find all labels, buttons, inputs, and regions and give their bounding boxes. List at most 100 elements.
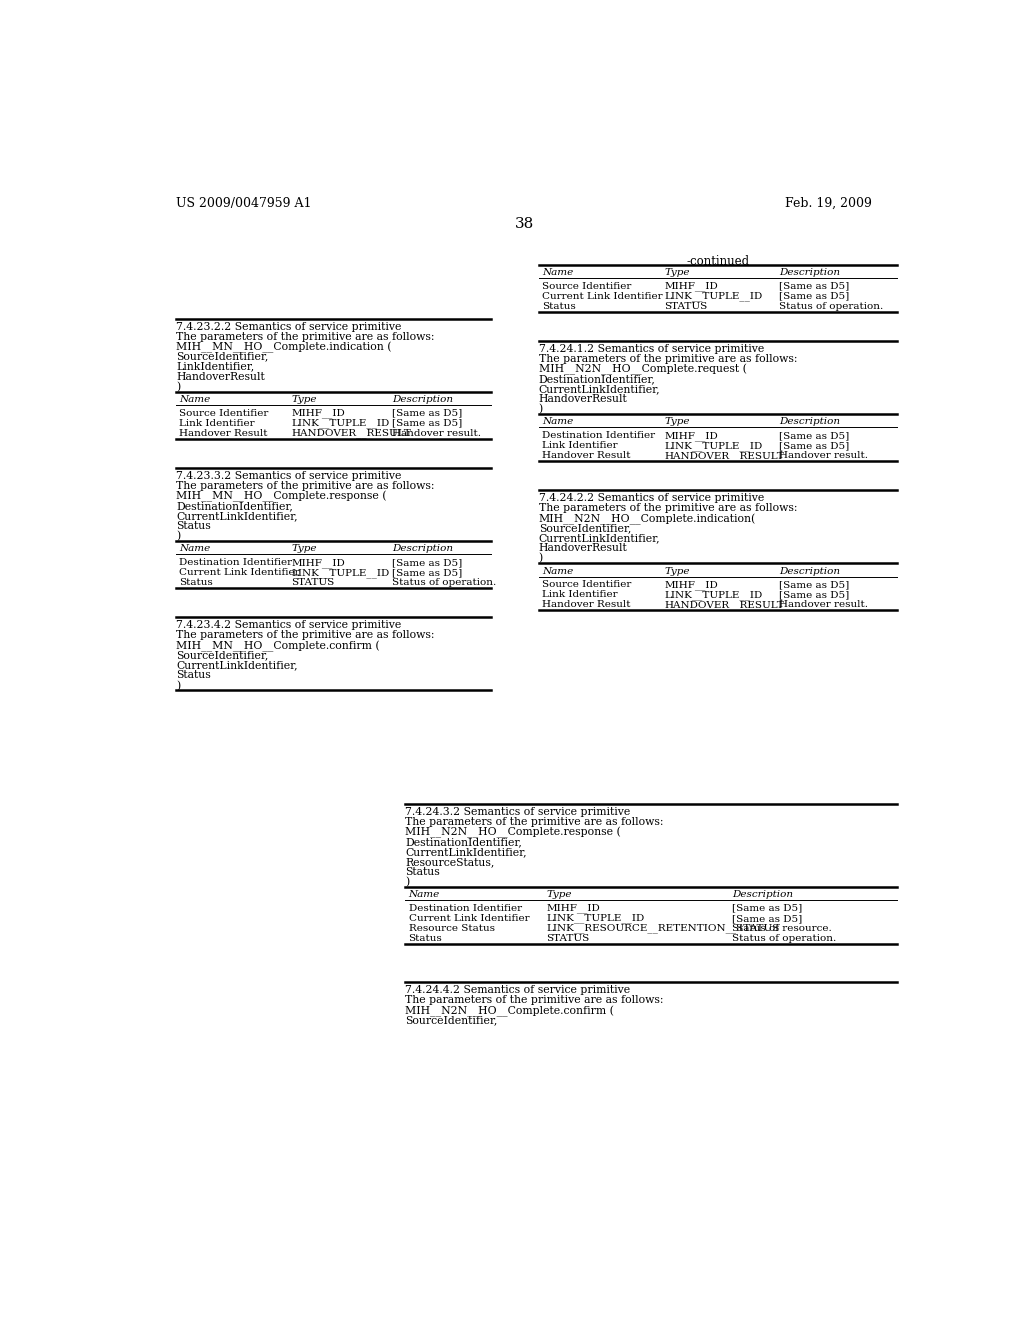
Text: MIHF__ID: MIHF__ID <box>292 558 345 568</box>
Text: LINK__TUPLE__ID: LINK__TUPLE__ID <box>665 590 763 601</box>
Text: Status of operation.: Status of operation. <box>392 578 497 587</box>
Text: The parameters of the primitive are as follows:: The parameters of the primitive are as f… <box>176 480 434 491</box>
Text: Status: Status <box>176 671 211 680</box>
Text: Handover result.: Handover result. <box>779 451 868 459</box>
Text: SourceIdentifier,: SourceIdentifier, <box>406 1015 498 1026</box>
Text: CurrentLinkIdentifier,: CurrentLinkIdentifier, <box>539 384 660 393</box>
Text: Status of resource.: Status of resource. <box>732 924 833 933</box>
Text: Destination Identifier: Destination Identifier <box>179 558 292 568</box>
Text: HandoverResult: HandoverResult <box>176 372 265 381</box>
Text: Status of operation.: Status of operation. <box>732 933 837 942</box>
Text: Handover Result: Handover Result <box>542 451 631 459</box>
Text: [Same as D5]: [Same as D5] <box>779 281 849 290</box>
Text: Name: Name <box>179 544 210 553</box>
Text: Description: Description <box>779 566 840 576</box>
Text: The parameters of the primitive are as follows:: The parameters of the primitive are as f… <box>539 354 798 364</box>
Text: HandoverResult: HandoverResult <box>539 544 628 553</box>
Text: Status: Status <box>179 578 213 587</box>
Text: ResourceStatus,: ResourceStatus, <box>406 857 495 867</box>
Text: 38: 38 <box>515 216 535 231</box>
Text: MIH__MN__HO__Complete.response (: MIH__MN__HO__Complete.response ( <box>176 491 387 503</box>
Text: Handover result.: Handover result. <box>392 429 481 438</box>
Text: [Same as D5]: [Same as D5] <box>392 568 463 577</box>
Text: ): ) <box>539 404 543 414</box>
Text: MIH__N2N__HO__Complete.request (: MIH__N2N__HO__Complete.request ( <box>539 364 746 375</box>
Text: Description: Description <box>392 395 454 404</box>
Text: Source Identifier: Source Identifier <box>542 281 631 290</box>
Text: CurrentLinkIdentifier,: CurrentLinkIdentifier, <box>539 533 660 544</box>
Text: DestinationIdentifier,: DestinationIdentifier, <box>176 502 293 511</box>
Text: Type: Type <box>665 566 690 576</box>
Text: MIH__MN__HO__Complete.confirm (: MIH__MN__HO__Complete.confirm ( <box>176 640 380 652</box>
Text: Type: Type <box>665 268 690 277</box>
Text: The parameters of the primitive are as follows:: The parameters of the primitive are as f… <box>176 631 434 640</box>
Text: Type: Type <box>292 544 317 553</box>
Text: US 2009/0047959 A1: US 2009/0047959 A1 <box>176 197 311 210</box>
Text: ): ) <box>406 876 410 887</box>
Text: 7.4.24.3.2 Semantics of service primitive: 7.4.24.3.2 Semantics of service primitiv… <box>406 807 631 817</box>
Text: Description: Description <box>392 544 454 553</box>
Text: LINK__TUPLE__ID: LINK__TUPLE__ID <box>665 441 763 450</box>
Text: MIHF__ID: MIHF__ID <box>665 430 718 441</box>
Text: SourceIdentifier,: SourceIdentifier, <box>539 524 631 533</box>
Text: Destination Identifier: Destination Identifier <box>409 904 521 912</box>
Text: The parameters of the primitive are as follows:: The parameters of the primitive are as f… <box>406 995 664 1006</box>
Text: MIH__N2N__HO__Complete.confirm (: MIH__N2N__HO__Complete.confirm ( <box>406 1006 614 1016</box>
Text: Handover result.: Handover result. <box>779 601 868 610</box>
Text: Current Link Identifier: Current Link Identifier <box>409 913 529 923</box>
Text: Feb. 19, 2009: Feb. 19, 2009 <box>785 197 872 210</box>
Text: 7.4.24.2.2 Semantics of service primitive: 7.4.24.2.2 Semantics of service primitiv… <box>539 494 764 503</box>
Text: The parameters of the primitive are as follows:: The parameters of the primitive are as f… <box>539 503 798 513</box>
Text: Name: Name <box>409 890 439 899</box>
Text: [Same as D5]: [Same as D5] <box>779 441 849 450</box>
Text: Current Link Identifier: Current Link Identifier <box>179 568 300 577</box>
Text: HandoverResult: HandoverResult <box>539 395 628 404</box>
Text: HANDOVER__RESULT: HANDOVER__RESULT <box>665 601 784 610</box>
Text: CurrentLinkIdentifier,: CurrentLinkIdentifier, <box>406 847 527 857</box>
Text: Source Identifier: Source Identifier <box>542 581 631 589</box>
Text: Source Identifier: Source Identifier <box>179 409 268 417</box>
Text: Name: Name <box>542 566 573 576</box>
Text: The parameters of the primitive are as follows:: The parameters of the primitive are as f… <box>406 817 664 826</box>
Text: LinkIdentifier,: LinkIdentifier, <box>176 362 254 372</box>
Text: [Same as D5]: [Same as D5] <box>392 409 463 417</box>
Text: LINK__TUPLE__ID: LINK__TUPLE__ID <box>665 292 763 301</box>
Text: [Same as D5]: [Same as D5] <box>732 904 803 912</box>
Text: 7.4.23.4.2 Semantics of service primitive: 7.4.23.4.2 Semantics of service primitiv… <box>176 620 401 631</box>
Text: ): ) <box>176 381 180 392</box>
Text: STATUS: STATUS <box>547 933 590 942</box>
Text: Status: Status <box>176 521 211 531</box>
Text: Link Identifier: Link Identifier <box>179 418 255 428</box>
Text: STATUS: STATUS <box>292 578 335 587</box>
Text: 7.4.24.4.2 Semantics of service primitive: 7.4.24.4.2 Semantics of service primitiv… <box>406 985 631 995</box>
Text: Link Identifier: Link Identifier <box>542 441 617 450</box>
Text: MIHF__ID: MIHF__ID <box>665 281 718 292</box>
Text: ): ) <box>176 681 180 690</box>
Text: Name: Name <box>542 268 573 277</box>
Text: [Same as D5]: [Same as D5] <box>732 913 803 923</box>
Text: ): ) <box>539 553 543 564</box>
Text: The parameters of the primitive are as follows:: The parameters of the primitive are as f… <box>176 331 434 342</box>
Text: DestinationIdentifier,: DestinationIdentifier, <box>539 374 655 384</box>
Text: Description: Description <box>779 417 840 426</box>
Text: LINK__TUPLE__ID: LINK__TUPLE__ID <box>292 568 390 578</box>
Text: LINK__TUPLE__ID: LINK__TUPLE__ID <box>292 418 390 429</box>
Text: Current Link Identifier: Current Link Identifier <box>542 292 663 301</box>
Text: Name: Name <box>542 417 573 426</box>
Text: [Same as D5]: [Same as D5] <box>392 558 463 568</box>
Text: Type: Type <box>665 417 690 426</box>
Text: Handover Result: Handover Result <box>179 429 267 438</box>
Text: 7.4.23.2.2 Semantics of service primitive: 7.4.23.2.2 Semantics of service primitiv… <box>176 322 401 331</box>
Text: CurrentLinkIdentifier,: CurrentLinkIdentifier, <box>176 511 298 521</box>
Text: [Same as D5]: [Same as D5] <box>392 418 463 428</box>
Text: HANDOVER__RESULT: HANDOVER__RESULT <box>292 429 412 438</box>
Text: MIH__MN__HO__Complete.indication (: MIH__MN__HO__Complete.indication ( <box>176 342 391 352</box>
Text: SourceIdentifier,: SourceIdentifier, <box>176 651 268 660</box>
Text: Handover Result: Handover Result <box>542 601 631 610</box>
Text: DestinationIdentifier,: DestinationIdentifier, <box>406 837 522 846</box>
Text: Type: Type <box>292 395 317 404</box>
Text: Status: Status <box>409 933 442 942</box>
Text: Description: Description <box>779 268 840 277</box>
Text: CurrentLinkIdentifier,: CurrentLinkIdentifier, <box>176 660 298 671</box>
Text: MIHF__ID: MIHF__ID <box>547 904 600 913</box>
